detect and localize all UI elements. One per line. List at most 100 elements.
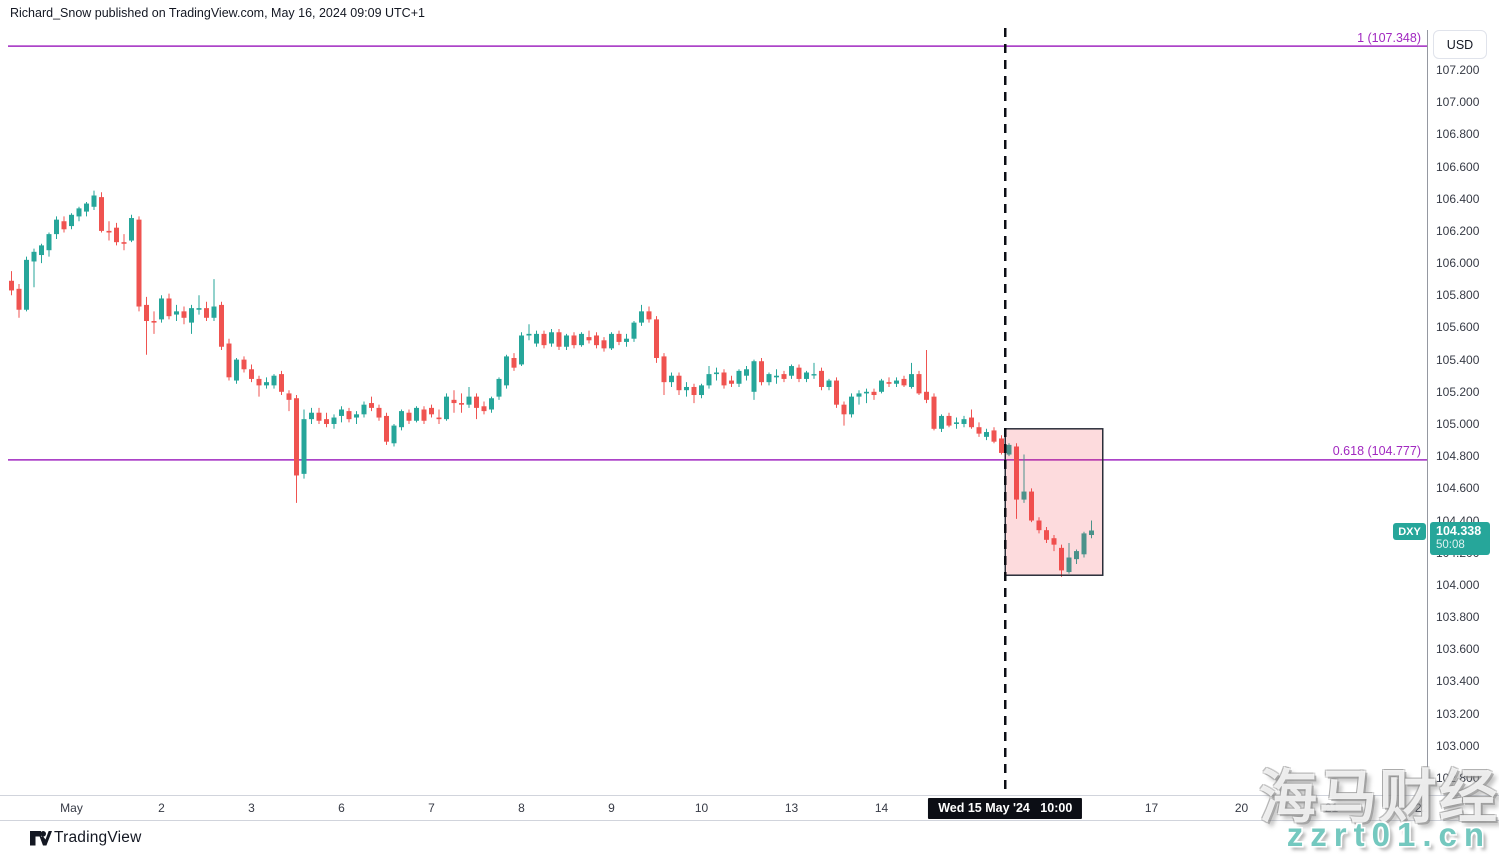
candle-body bbox=[264, 382, 269, 386]
candle-body bbox=[616, 333, 622, 342]
candle-body bbox=[114, 227, 119, 243]
price-tick-label: 106.400 bbox=[1436, 191, 1480, 206]
candle-body bbox=[106, 230, 112, 233]
candle-body bbox=[1006, 444, 1012, 455]
candle-body bbox=[1089, 530, 1094, 536]
time-tick-label: 8 bbox=[518, 801, 525, 815]
time-tick-label: 10 bbox=[694, 801, 709, 815]
candle-body bbox=[354, 414, 359, 418]
fib-label-1: 1 (107.348) bbox=[1357, 31, 1421, 45]
fib-label-0618: 0.618 (104.777) bbox=[1332, 444, 1421, 458]
candle-body bbox=[31, 251, 37, 262]
candle-body bbox=[849, 396, 854, 415]
candle-body bbox=[324, 419, 329, 424]
candle-body bbox=[519, 335, 524, 365]
candle-body bbox=[219, 304, 224, 347]
candle-body bbox=[601, 340, 607, 349]
candle-body bbox=[729, 380, 734, 384]
candle-body bbox=[901, 378, 907, 386]
price-axis[interactable]: USD 104.338 50:08 107.200 107.000 106.800 1… bbox=[1427, 0, 1499, 821]
candle-body bbox=[594, 335, 599, 346]
candle-body bbox=[984, 432, 989, 437]
price-tick-label: 103.200 bbox=[1436, 706, 1480, 721]
candle-body bbox=[1036, 520, 1042, 531]
candle-body bbox=[1044, 530, 1049, 540]
watermark-url: zzrt01.cn bbox=[1286, 816, 1491, 853]
candle-body bbox=[211, 306, 217, 318]
candle-body bbox=[526, 333, 532, 336]
time-tick-label: 9 bbox=[608, 801, 615, 815]
candle-body bbox=[961, 419, 967, 424]
candle-body bbox=[751, 361, 757, 392]
candle-body bbox=[129, 218, 134, 241]
candle-body bbox=[414, 407, 419, 421]
candle-body bbox=[1066, 557, 1072, 573]
candle-body bbox=[549, 332, 554, 344]
candle-body bbox=[864, 391, 869, 394]
price-axis-border bbox=[1427, 30, 1428, 821]
candle-body bbox=[249, 369, 254, 379]
candle-body bbox=[504, 356, 509, 386]
time-tick-label: 13 bbox=[784, 801, 799, 815]
time-tick-label: 3 bbox=[248, 801, 255, 815]
watermark-chinese-title: 海马财经 bbox=[1258, 765, 1499, 830]
candle-body bbox=[489, 398, 494, 410]
candle-body bbox=[466, 396, 472, 405]
price-tick-label: 102.800 bbox=[1436, 770, 1480, 785]
candle-body bbox=[676, 375, 682, 391]
crosshair-time-badge: Wed 15 May '24 10:00 bbox=[928, 798, 1083, 819]
candle-body bbox=[1014, 446, 1019, 500]
candle-body bbox=[1029, 491, 1034, 521]
candle-body bbox=[444, 396, 449, 420]
price-tick-label: 107.000 bbox=[1436, 95, 1480, 110]
candle-body bbox=[841, 404, 847, 415]
candle-body bbox=[946, 415, 952, 426]
candle-body bbox=[346, 411, 352, 420]
candle-body bbox=[954, 422, 959, 424]
time-tick-label: 21 bbox=[1324, 801, 1339, 815]
candle-body bbox=[76, 208, 82, 217]
tradingview-brand-text[interactable]: TradingView bbox=[54, 829, 142, 846]
candle-body bbox=[556, 332, 562, 347]
candle-body bbox=[699, 385, 704, 396]
candle-body bbox=[174, 311, 179, 315]
candle-body bbox=[196, 308, 202, 310]
candle-body bbox=[1081, 533, 1087, 555]
candle-body bbox=[871, 391, 877, 396]
candle-body bbox=[1059, 547, 1064, 571]
candle-body bbox=[639, 311, 644, 323]
price-tick-label: 105.600 bbox=[1436, 320, 1480, 335]
time-tick-label: 7 bbox=[428, 801, 435, 815]
candle-body bbox=[421, 409, 427, 421]
candle-body bbox=[811, 374, 817, 376]
tradingview-logo-icon[interactable] bbox=[30, 830, 52, 848]
candle-body bbox=[924, 391, 929, 400]
time-tick-label: 20 bbox=[1234, 801, 1249, 815]
candle-body bbox=[916, 374, 922, 394]
candle-body bbox=[61, 221, 67, 230]
candle-body bbox=[969, 417, 974, 428]
time-tick-label: May bbox=[60, 801, 83, 815]
price-tick-label: 105.400 bbox=[1436, 352, 1480, 367]
candle-body bbox=[271, 375, 277, 386]
candle-body bbox=[654, 319, 659, 359]
candle-body bbox=[721, 372, 727, 386]
candle-body bbox=[586, 337, 592, 341]
candle-body bbox=[631, 322, 637, 339]
candlestick-chart[interactable] bbox=[0, 0, 1427, 795]
candle-body bbox=[496, 378, 502, 397]
time-axis[interactable]: May 2 3 6 7 8 9 10 13 14 17 20 21 22 Wed 15 May '24 1… bbox=[0, 795, 1499, 821]
candle-body bbox=[819, 370, 824, 387]
highlight-box[interactable] bbox=[1004, 428, 1104, 576]
candle-body bbox=[886, 382, 892, 384]
candle-body bbox=[706, 374, 712, 386]
candle-body bbox=[204, 308, 209, 318]
candle-body bbox=[339, 409, 344, 416]
candle-body bbox=[669, 375, 674, 383]
candle-body bbox=[939, 415, 944, 429]
candle-body bbox=[624, 338, 629, 342]
candle-body bbox=[894, 380, 899, 384]
candle-body bbox=[384, 415, 389, 442]
candle-body bbox=[294, 398, 299, 476]
currency-unit-button[interactable]: USD bbox=[1433, 30, 1487, 59]
